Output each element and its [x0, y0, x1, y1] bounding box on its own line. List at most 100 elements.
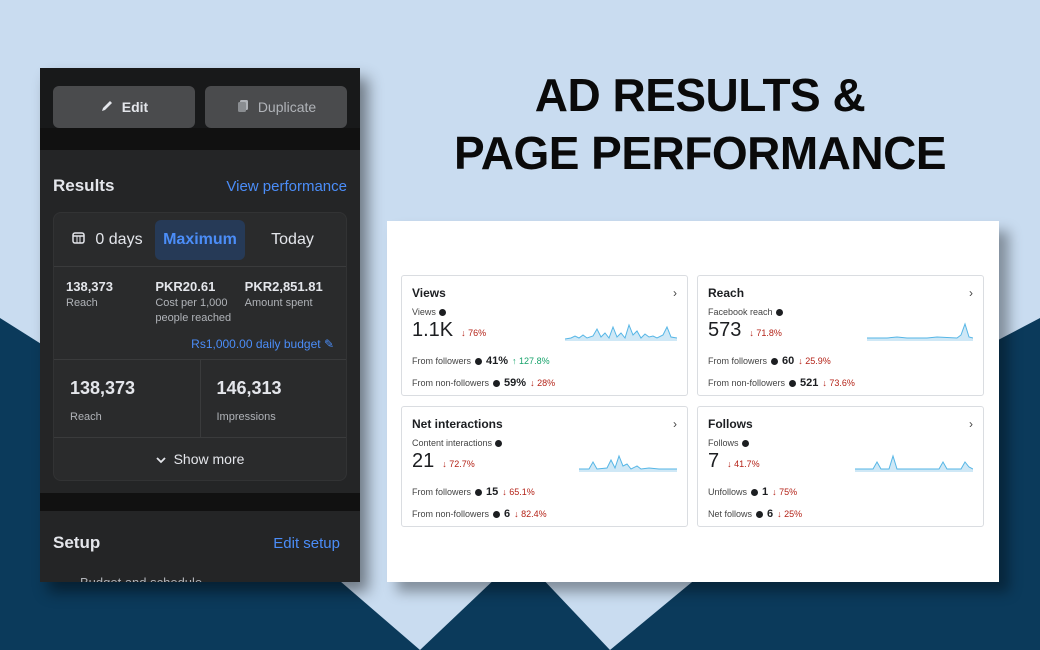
metric-value: 138,373 — [70, 378, 136, 398]
card-value: 573 — [708, 319, 742, 341]
chevron-right-icon[interactable]: › — [969, 417, 973, 431]
stat-change: ↓ 82.4% — [514, 509, 547, 519]
card-subtitle: Follows — [708, 438, 739, 448]
info-icon[interactable] — [475, 357, 483, 365]
metric-label: Amount spent — [244, 297, 313, 309]
info-icon[interactable] — [756, 510, 764, 518]
headline-line-2: PAGE PERFORMANCE — [453, 127, 947, 179]
card-value: 21 — [412, 450, 435, 472]
stat-value: 521 — [800, 377, 819, 389]
card-value: 1.1K — [412, 319, 454, 341]
duplicate-label: Duplicate — [257, 99, 317, 115]
stat-row: From followers 15 ↓ 65.1% — [412, 486, 677, 498]
info-icon[interactable] — [493, 379, 501, 387]
reach-card[interactable]: Reach › Facebook reach 573 ↓ 71.8% From f… — [697, 275, 984, 396]
top-actions: Edit Duplicate — [40, 68, 360, 128]
info-icon[interactable] — [438, 308, 446, 316]
net-interactions-sparkline — [579, 454, 677, 472]
stat-change: ↑ 127.8% — [512, 356, 550, 366]
stat-row: Unfollows 1 ↓ 75% — [708, 486, 973, 498]
page-performance-dashboard: Views › Views 1.1K ↓ 76% From followers 4… — [387, 221, 999, 582]
info-icon[interactable] — [495, 439, 503, 447]
info-icon[interactable] — [741, 439, 749, 447]
info-icon[interactable] — [751, 488, 759, 496]
stat-label: From followers — [412, 356, 472, 366]
follows-card[interactable]: Follows › Follows 7 ↓ 41.7% Unfollows 1 ↓… — [697, 406, 984, 527]
reach-impressions: 138,373 Reach 146,313 Impressions — [54, 360, 346, 438]
info-icon[interactable] — [789, 379, 797, 387]
stat-row: From followers 41% ↑ 127.8% — [412, 355, 677, 367]
stat-label: From followers — [708, 356, 768, 366]
net-interactions-card[interactable]: Net interactions › Content interactions 2… — [401, 406, 688, 527]
stat-label: Unfollows — [708, 487, 748, 497]
stat-value: 59% — [504, 377, 527, 389]
setup-title: Setup — [53, 533, 101, 552]
budget-schedule-label: Budget and schedule — [40, 561, 360, 582]
stat-row: From non-followers 521 ↓ 73.6% — [708, 377, 973, 389]
edit-label: Edit — [121, 99, 149, 115]
stat-change: ↓ 65.1% — [502, 487, 535, 497]
metric-amount-spent: PKR2,851.81 Amount spent — [245, 279, 334, 331]
stat-value: 6 — [767, 508, 774, 520]
info-icon[interactable] — [771, 357, 779, 365]
stat-row: From followers 60 ↓ 25.9% — [708, 355, 973, 367]
info-icon[interactable] — [493, 510, 501, 518]
stat-row: Net follows 6 ↓ 25% — [708, 508, 973, 520]
metric-value: 138,373 — [66, 279, 113, 294]
metric-label: Cost per 1,000 people reached — [155, 297, 232, 324]
stat-label: From non-followers — [708, 378, 786, 388]
views-card[interactable]: Views › Views 1.1K ↓ 76% From followers 4… — [401, 275, 688, 396]
stat-change: ↓ 25% — [777, 509, 803, 519]
edit-button[interactable]: Edit — [53, 86, 195, 128]
headline: AD RESULTS & PAGE PERFORMANCE — [420, 66, 980, 182]
stat-label: From followers — [412, 487, 472, 497]
card-subtitle: Views — [412, 307, 436, 317]
card-title: Views — [412, 286, 446, 300]
reach-sparkline — [867, 322, 973, 341]
divider — [40, 128, 360, 150]
chevron-right-icon[interactable]: › — [673, 417, 677, 431]
setup-header: Setup Edit setup — [40, 511, 360, 561]
duplicate-button[interactable]: Duplicate — [205, 86, 347, 128]
daily-budget-link[interactable]: Rs1,000.00 daily budget ✎ — [54, 331, 346, 360]
divider — [40, 493, 360, 511]
chevron-right-icon[interactable]: › — [673, 286, 677, 300]
stat-value: 41% — [486, 355, 509, 367]
edit-setup-link[interactable]: Edit setup — [273, 534, 340, 552]
stat-value: 6 — [504, 508, 511, 520]
metric-value: 146,313 — [216, 378, 282, 398]
card-subtitle: Content interactions — [412, 438, 493, 448]
chevron-right-icon[interactable]: › — [969, 286, 973, 300]
card-change: ↓ 41.7% — [727, 459, 760, 469]
stat-label: Net follows — [708, 509, 753, 519]
stat-row: From non-followers 6 ↓ 82.4% — [412, 508, 677, 520]
stat-change: ↓ 28% — [530, 378, 556, 388]
results-section: Results View performance 0 days Maximum … — [40, 150, 360, 493]
range-today[interactable]: Today — [271, 230, 314, 248]
info-icon[interactable] — [775, 308, 783, 316]
headline-line-1: AD RESULTS & — [534, 69, 866, 121]
show-more-button[interactable]: Show more — [54, 438, 346, 480]
range-days[interactable]: 0 days — [60, 231, 155, 249]
follows-sparkline — [855, 454, 973, 472]
results-card: 0 days Maximum Today 138,373 Reach PKR20… — [53, 212, 347, 481]
metric-cpm: PKR20.61 Cost per 1,000 people reached — [155, 279, 244, 331]
card-change: ↓ 72.7% — [442, 459, 475, 469]
chevron-down-icon — [155, 451, 166, 467]
metric-value: PKR2,851.81 — [244, 279, 323, 294]
card-title: Follows — [708, 417, 753, 431]
daily-budget-label: Rs1,000.00 daily budget — [191, 337, 321, 351]
info-icon[interactable] — [475, 488, 483, 496]
metric-label: Reach — [66, 297, 98, 309]
stat-change: ↓ 73.6% — [822, 378, 855, 388]
copy-icon — [236, 99, 250, 116]
stat-label: From non-followers — [412, 378, 490, 388]
range-maximum[interactable]: Maximum — [155, 219, 245, 260]
stat-value: 60 — [782, 355, 795, 367]
stat-label: From non-followers — [412, 509, 490, 519]
card-subtitle: Facebook reach — [708, 307, 773, 317]
view-performance-link[interactable]: View performance — [226, 177, 347, 195]
ads-manager-panel: Edit Duplicate Results View performance … — [40, 68, 360, 582]
pencil-icon: ✎ — [323, 337, 334, 351]
pencil-icon — [100, 99, 114, 116]
